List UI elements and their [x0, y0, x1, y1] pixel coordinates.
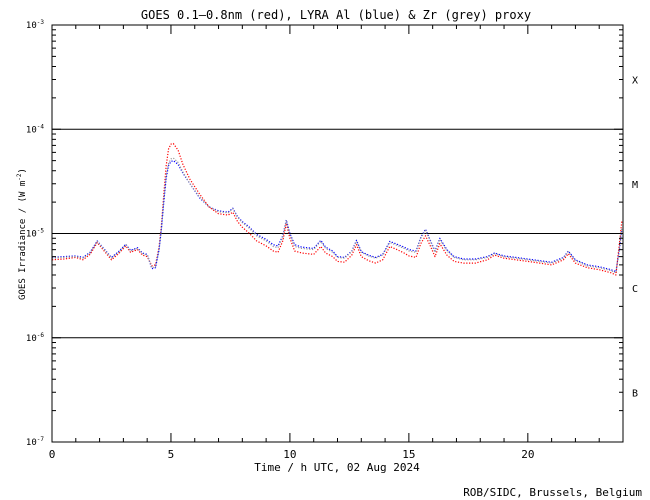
y-tick-base: 10 — [26, 21, 37, 31]
y-tick-exponent: -3 — [37, 19, 45, 26]
y-axis-label: GOES Irradiance / (W m-2) — [16, 168, 28, 300]
y-axis-label-prefix: GOES Irradiance / (W m — [18, 181, 28, 300]
y-axis-ticks: 10-310-410-510-610-7 — [26, 19, 623, 448]
y-tick-base: 10 — [26, 125, 37, 135]
x-tick-label: 5 — [168, 448, 175, 461]
y-tick-exponent: -4 — [37, 123, 45, 130]
flare-class-label-x: X — [632, 76, 638, 87]
series-layer — [51, 142, 623, 276]
flare-class-label-c: C — [632, 284, 638, 295]
x-tick-label: 0 — [49, 448, 56, 461]
series-line-1 — [51, 160, 623, 273]
y-tick-exponent: -5 — [37, 228, 45, 235]
flare-class-lines — [52, 128, 623, 339]
chart-title: GOES 0.1—0.8nm (red), LYRA Al (blue) & Z… — [141, 8, 531, 22]
flare-class-label-b: B — [632, 388, 638, 399]
x-tick-label: 10 — [283, 448, 296, 461]
y-axis-label-suffix: ) — [18, 168, 28, 173]
x-tick-label: 20 — [521, 448, 534, 461]
y-tick-label: 10-6 — [26, 332, 44, 344]
x-axis-ticks: 0 5 10 15 20 — [49, 25, 624, 461]
y-tick-base: 10 — [26, 334, 37, 344]
series-line-2 — [51, 157, 623, 274]
y-tick-base: 10 — [26, 438, 37, 448]
y-tick-label: 10-5 — [26, 228, 44, 240]
y-tick-exponent: -6 — [37, 332, 45, 339]
y-axis-label-exponent: -2 — [16, 173, 23, 181]
y-tick-label: 10-7 — [26, 436, 44, 448]
flare-class-label-m: M — [632, 180, 638, 191]
y-tick-label: 10-4 — [26, 123, 44, 135]
credit-text: ROB/SIDC, Brussels, Belgium — [463, 486, 642, 499]
x-tick-label: 15 — [402, 448, 415, 461]
y-tick-label: 10-3 — [26, 19, 44, 31]
y-tick-base: 10 — [26, 230, 37, 240]
flare-class-labels: X M C B — [632, 76, 638, 400]
series-line-0 — [51, 142, 623, 276]
y-tick-exponent: -7 — [37, 436, 45, 443]
x-axis-label: Time / h UTC, 02 Aug 2024 — [254, 461, 420, 474]
